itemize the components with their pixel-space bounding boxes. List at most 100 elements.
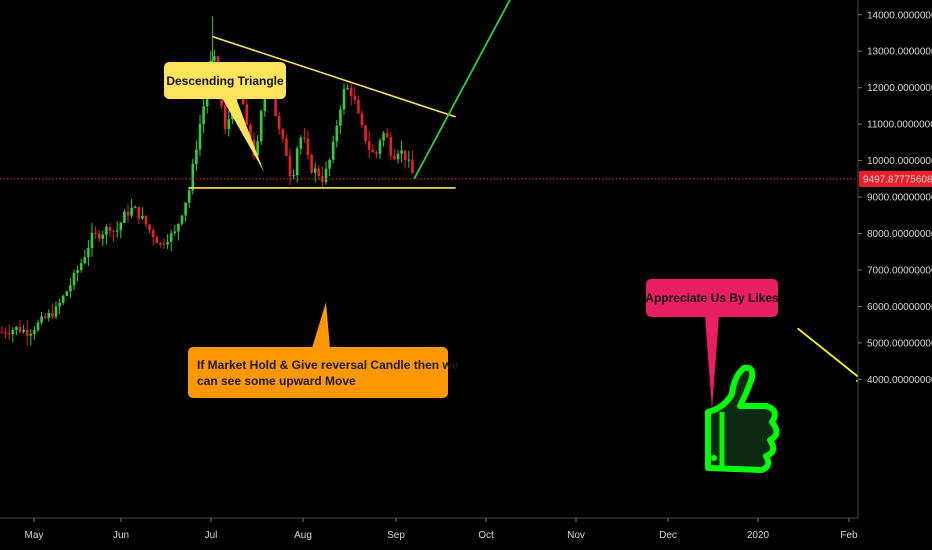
candle-body (277, 116, 281, 130)
candle-body (331, 141, 335, 160)
candle-body (47, 312, 51, 318)
candle-body (274, 93, 277, 117)
candle-body (335, 125, 339, 142)
market-hold-callout-pointer (312, 302, 330, 348)
candle-body (263, 87, 267, 111)
candle-body (292, 175, 295, 177)
price-axis-panel (858, 0, 932, 550)
candle-body (29, 333, 33, 336)
price-tick-label: 7000.00000000 (867, 265, 932, 276)
candle-body (389, 137, 393, 156)
candle-body (223, 105, 227, 130)
candle-body (76, 270, 79, 273)
thumbs-up-icon (705, 364, 780, 473)
candle-body (105, 226, 108, 235)
resistance-line (212, 35, 456, 118)
candle-body (83, 257, 87, 264)
candle-body (79, 263, 83, 271)
likes-callout-pointer (705, 316, 719, 410)
likes-callout (646, 279, 778, 317)
time-tick-label: Feb (840, 530, 858, 541)
candle-body (407, 159, 411, 161)
candle-body (180, 215, 184, 224)
candle-body (155, 237, 159, 244)
candle-body (249, 124, 252, 140)
candle-body (346, 87, 349, 90)
price-tick-label: 8000.00000000 (867, 229, 932, 240)
candle-body (339, 109, 342, 126)
candle-body (317, 168, 321, 177)
candle-body (22, 329, 25, 332)
candle-body (162, 243, 166, 245)
candle-body (72, 272, 76, 286)
candle-body (61, 295, 65, 303)
candle-body (58, 302, 61, 307)
candle-body (169, 233, 173, 242)
market-hold-line-2: can see some upward Move (197, 374, 356, 388)
candle-body (4, 332, 7, 334)
candle-body (324, 168, 328, 183)
candle-body (97, 233, 101, 239)
candle-body (159, 243, 162, 245)
current-price-label: 9497.87775608 (863, 174, 932, 185)
candle-body (328, 159, 331, 169)
candle-body (141, 215, 144, 219)
candle-body (184, 202, 187, 216)
candle-body (393, 155, 396, 160)
triangle-callout (164, 62, 286, 99)
candle-body (403, 150, 407, 161)
triangle-callout-pointer (222, 98, 264, 172)
candle-body (382, 133, 385, 141)
candle-body (357, 99, 360, 114)
time-tick-label: 2020 (747, 530, 770, 541)
candle-body (303, 137, 306, 139)
price-tick-label: 13000.00000000 (867, 47, 932, 58)
candle-body (367, 141, 371, 150)
candle-body (198, 124, 202, 150)
candle-body (15, 326, 18, 331)
candle-body (151, 229, 155, 238)
candle-body (187, 190, 191, 203)
candle-body (191, 164, 195, 191)
candle-body (375, 152, 378, 154)
candle-body (378, 140, 382, 154)
candle-body (213, 56, 216, 61)
candle-body (342, 89, 346, 110)
candle-body (126, 211, 130, 216)
market-hold-line-1: If Market Hold & Give reversal Candle th… (197, 358, 459, 372)
time-tick-label: Aug (294, 530, 312, 541)
candle-body (130, 207, 133, 216)
triangle-callout-text: Descending Triangle (166, 74, 284, 88)
price-tick-label: 11000.00000000 (867, 120, 932, 131)
candle-body (166, 241, 169, 245)
candle-body (195, 149, 198, 165)
candle-body (288, 155, 292, 177)
candle-body (173, 231, 177, 234)
candle-body (385, 133, 389, 138)
candle-body (148, 224, 151, 230)
candle-body (245, 104, 249, 125)
price-tick-label: 9000.00000000 (867, 193, 932, 204)
candle-body (364, 125, 367, 142)
candle-body (299, 137, 303, 149)
candle-body (400, 150, 403, 154)
price-tick-label: 10000.00000000 (867, 156, 932, 167)
yellow-arrow-icon-shaft (797, 327, 867, 384)
candle-body (295, 148, 299, 176)
candle-body (306, 138, 310, 156)
current-price-tag (859, 170, 932, 187)
candle-body (94, 232, 97, 234)
time-tick-label: Oct (478, 530, 494, 541)
candle-body (43, 316, 47, 318)
candle-body (115, 230, 119, 232)
likes-callout-text: Appreciate Us By Likes (645, 291, 779, 305)
time-tick-label: Jul (205, 530, 218, 541)
candle-body (349, 87, 353, 96)
candle-body (101, 234, 105, 239)
candle-body (36, 322, 40, 331)
candle-body (90, 232, 94, 249)
candle-body (51, 312, 54, 317)
candle-body (40, 316, 43, 323)
